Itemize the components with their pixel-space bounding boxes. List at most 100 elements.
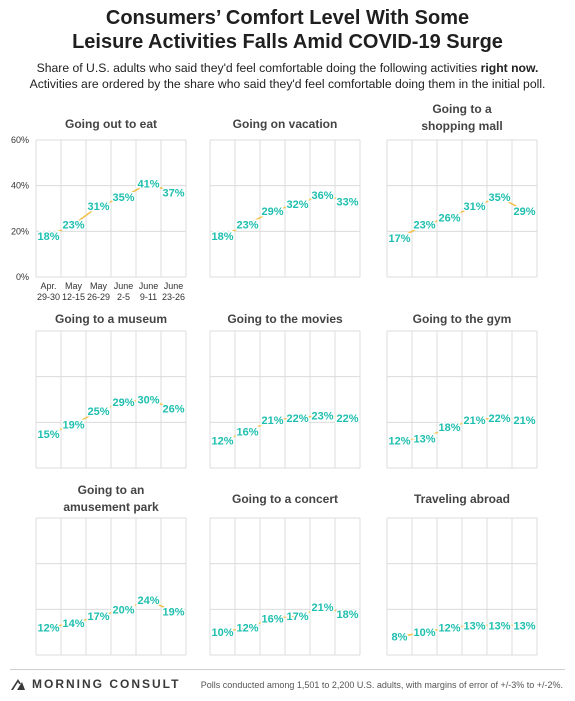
data-label: 25% — [87, 406, 109, 418]
panel-title: Traveling abroad — [414, 492, 510, 506]
y-tick-label: 20% — [11, 226, 29, 236]
x-tick-label: 2-5 — [117, 292, 130, 302]
data-label: 33% — [336, 197, 358, 209]
data-label: 14% — [62, 618, 84, 630]
data-label: 31% — [463, 201, 485, 213]
data-label: 35% — [112, 192, 134, 204]
data-label: 21% — [513, 415, 535, 427]
data-label: 23% — [413, 219, 435, 231]
data-label: 21% — [311, 602, 333, 614]
series-line — [48, 599, 174, 629]
x-tick-label: 9-11 — [140, 292, 157, 302]
data-label: 37% — [162, 188, 184, 200]
series-line — [399, 624, 525, 638]
x-tick-label: 12-15 — [62, 292, 85, 302]
x-tick-label: June — [164, 281, 184, 291]
x-tick-label: June — [139, 281, 159, 291]
data-label: 29% — [261, 206, 283, 218]
series-line — [222, 414, 348, 442]
x-tick-label: May — [90, 281, 108, 291]
data-label: 13% — [488, 620, 510, 632]
data-label: 32% — [286, 199, 308, 211]
data-label: 29% — [513, 206, 535, 218]
data-label: 16% — [236, 426, 258, 438]
data-label: 17% — [87, 611, 109, 623]
brand-name: MORNING CONSULT — [32, 677, 181, 691]
series-line — [399, 417, 525, 442]
x-tick-label: 23-26 — [162, 292, 185, 302]
data-label: 13% — [413, 433, 435, 445]
data-label: 12% — [438, 623, 460, 635]
panel-title: Going to a museum — [55, 312, 167, 326]
subtitle-line-1: Share of U.S. adults who said they'd fee… — [0, 60, 575, 76]
data-label: 8% — [392, 632, 408, 644]
series-line — [48, 398, 174, 435]
panel-title: Going on vacation — [233, 117, 338, 131]
series-line — [222, 194, 348, 237]
x-tick-label: May — [65, 281, 83, 291]
y-tick-label: 0% — [16, 272, 29, 282]
data-label: 22% — [336, 413, 358, 425]
data-label: 17% — [388, 233, 410, 245]
chart-title-line-2: Leisure Activities Falls Amid COVID-19 S… — [72, 31, 503, 53]
data-label: 12% — [388, 436, 410, 448]
subtitle-line-2: Activities are ordered by the share who … — [29, 77, 546, 91]
data-label: 22% — [488, 413, 510, 425]
series-line — [222, 606, 348, 633]
panel-title: Going to a — [432, 102, 492, 116]
x-tick-label: Apr. — [40, 281, 56, 291]
data-label: 19% — [62, 420, 84, 432]
data-label: 13% — [513, 620, 535, 632]
data-label: 19% — [162, 607, 184, 619]
subtitle-line-1-text: Share of U.S. adults who said they'd fee… — [36, 61, 481, 75]
data-label: 10% — [413, 627, 435, 639]
data-label: 21% — [463, 415, 485, 427]
data-label: 26% — [438, 213, 460, 225]
data-label: 18% — [438, 422, 460, 434]
panel-title: Going out to eat — [65, 117, 157, 131]
data-label: 24% — [137, 595, 159, 607]
chart-subtitle: Share of U.S. adults who said they'd fee… — [0, 60, 575, 92]
series-line — [48, 182, 174, 237]
data-label: 18% — [336, 609, 358, 621]
data-label: 12% — [236, 623, 258, 635]
x-tick-label: 29-30 — [37, 292, 60, 302]
data-label: 12% — [211, 436, 233, 448]
data-label: 12% — [37, 623, 59, 635]
data-label: 29% — [112, 397, 134, 409]
data-label: 16% — [261, 613, 283, 625]
chart-title: Consumers’ Comfort Level With Some Leisu… — [0, 6, 575, 54]
data-label: 20% — [112, 604, 134, 616]
footer-divider — [10, 669, 565, 670]
data-label: 15% — [37, 429, 59, 441]
data-label: 35% — [488, 192, 510, 204]
data-label: 41% — [137, 178, 159, 190]
data-label: 30% — [137, 395, 159, 407]
data-label: 13% — [463, 620, 485, 632]
morning-consult-logo-icon — [11, 679, 25, 690]
data-label: 26% — [162, 404, 184, 416]
brand-logo: MORNING CONSULT — [10, 676, 180, 692]
panel-title: shopping mall — [421, 119, 502, 133]
panel-title: Going to a concert — [232, 492, 338, 506]
panel-title: Going to the movies — [227, 312, 343, 326]
data-label: 23% — [236, 219, 258, 231]
subtitle-emphasis: right now. — [480, 61, 539, 75]
data-label: 17% — [286, 611, 308, 623]
data-label: 18% — [211, 231, 233, 243]
data-label: 10% — [211, 627, 233, 639]
data-label: 18% — [37, 231, 59, 243]
chart-title-line-1: Consumers’ Comfort Level With Some — [105, 7, 470, 29]
series-line — [399, 196, 525, 239]
panel-title: amusement park — [63, 500, 159, 514]
methodology-note: Polls conducted among 1,501 to 2,200 U.S… — [200, 680, 563, 690]
x-tick-label: June — [114, 281, 134, 291]
y-tick-label: 60% — [11, 135, 29, 145]
data-label: 31% — [87, 201, 109, 213]
x-tick-label: 26-29 — [87, 292, 110, 302]
data-label: 22% — [286, 413, 308, 425]
data-label: 36% — [311, 190, 333, 202]
panel-title: Going to an — [78, 483, 145, 497]
panel-title: Going to the gym — [413, 312, 512, 326]
